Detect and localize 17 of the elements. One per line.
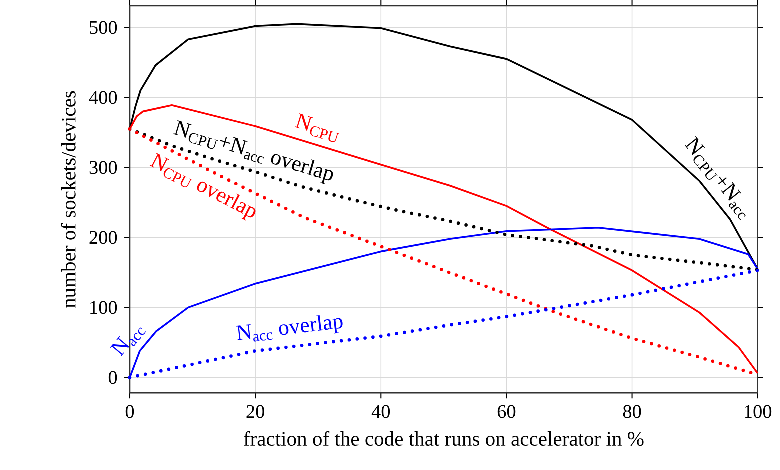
text: N$_{acc}$ overlap: [236, 315, 343, 342]
y-tick-label: 400: [89, 91, 118, 104]
y-tick-label: 0: [108, 371, 118, 384]
y-tick-label: 500: [90, 21, 118, 34]
y-tick-label: 200: [90, 231, 118, 244]
x-tick-label: 100: [745, 405, 772, 418]
x-axis-title: fraction of the code that runs on accelerator in %: [244, 431, 644, 446]
text: N$_{acc}$: [110, 328, 146, 357]
y-axis-title: number of sockets/devices: [61, 91, 76, 308]
text: N$_{CPU}$: [295, 113, 340, 142]
x-tick-label: 20: [246, 405, 264, 418]
x-tick-label: 40: [372, 405, 390, 418]
y-tick-label: 300: [90, 161, 118, 174]
x-tick-label: 0: [126, 405, 134, 418]
x-tick-label: 60: [498, 405, 516, 418]
y-tick-label: 100: [90, 301, 118, 314]
x-tick-label: 80: [623, 405, 642, 418]
